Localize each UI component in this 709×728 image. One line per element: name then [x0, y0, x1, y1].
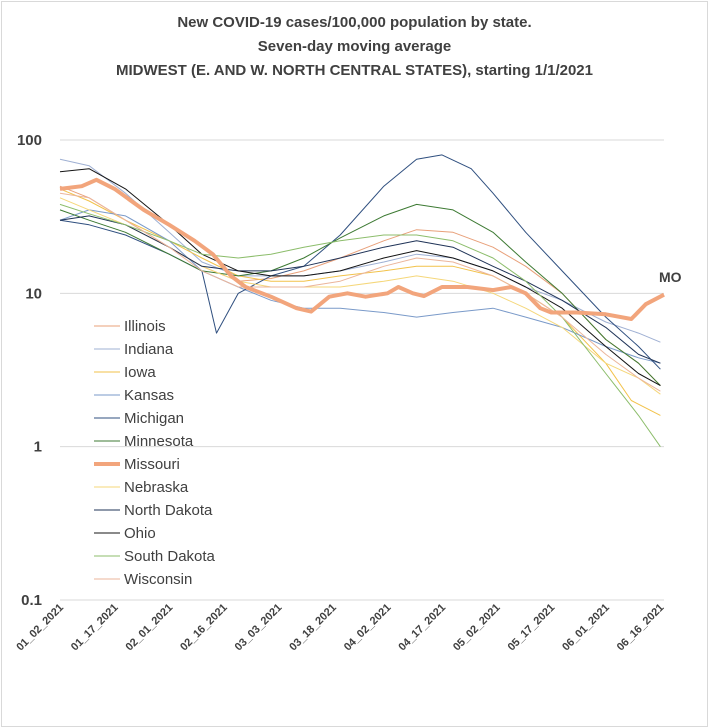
- chart-title-line-3: MIDWEST (E. AND W. NORTH CENTRAL STATES)…: [116, 62, 593, 79]
- y-tick-label: 10: [25, 285, 42, 302]
- y-tick-label: 0.1: [21, 592, 42, 609]
- x-axis-ticks: 01_02_2021 01_17_2021 02_01_2021 02_16_2021…: [14, 602, 666, 654]
- series-line-kansas: [59, 209, 661, 364]
- series-line-michigan: [59, 154, 661, 370]
- series-line-minnesota: [59, 203, 661, 386]
- series-line-missouri: [59, 177, 665, 321]
- legend-label: Ohio: [124, 525, 156, 542]
- series-lines: [59, 154, 665, 447]
- gridlines: [60, 139, 664, 601]
- legend: Illinois Indiana Iowa Kansas Michigan Minneso…: [94, 318, 216, 588]
- x-tick-label: 02_01_2021: [124, 602, 176, 654]
- x-tick-label: 01_17_2021: [69, 602, 121, 654]
- series-line-wisconsin: [59, 192, 661, 392]
- x-tick-label: 01_02_2021: [14, 602, 66, 654]
- x-tick-label: 05_17_2021: [506, 602, 558, 654]
- chart-title-line-1: New COVID-19 cases/100,000 population by…: [177, 14, 532, 31]
- legend-label: Indiana: [124, 341, 174, 358]
- missouri-annotation: MO: [659, 269, 682, 285]
- legend-label: Missouri: [124, 456, 180, 473]
- x-tick-label: 04_02_2021: [342, 602, 394, 654]
- legend-label: North Dakota: [124, 502, 213, 519]
- x-tick-label: 06_01_2021: [560, 602, 612, 654]
- y-tick-label: 100: [17, 132, 42, 149]
- legend-label: Iowa: [124, 364, 156, 381]
- legend-label: Minnesota: [124, 433, 194, 450]
- series-line-north-dakota: [59, 215, 661, 364]
- legend-label: Illinois: [124, 318, 166, 335]
- x-tick-label: 02_16_2021: [178, 602, 230, 654]
- x-tick-label: 04_17_2021: [396, 602, 448, 654]
- x-tick-label: 05_02_2021: [451, 602, 503, 654]
- legend-label: Wisconsin: [124, 571, 192, 588]
- y-tick-label: 1: [34, 439, 42, 456]
- legend-label: Nebraska: [124, 479, 189, 496]
- x-tick-label: 03_18_2021: [287, 602, 339, 654]
- x-tick-label: 06_16_2021: [615, 602, 667, 654]
- series-line-indiana: [59, 158, 661, 343]
- x-tick-label: 03_03_2021: [233, 602, 285, 654]
- y-axis-ticks: 100 10 1 0.1: [17, 132, 42, 609]
- legend-label: South Dakota: [124, 548, 216, 565]
- series-line-south-dakota: [59, 203, 661, 447]
- chart-title-line-2: Seven-day moving average: [257, 38, 452, 55]
- legend-label: Kansas: [124, 387, 174, 404]
- legend-label: Michigan: [124, 410, 184, 427]
